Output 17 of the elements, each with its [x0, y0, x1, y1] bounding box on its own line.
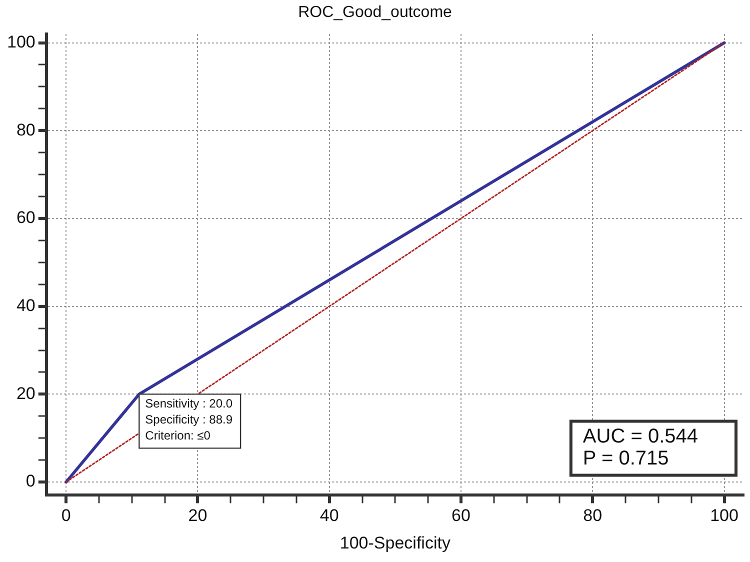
x-axis-title: 100-Specificity — [340, 533, 451, 552]
annotation: Sensitivity : 20.0 Specificity : 88.9 Criterion: ≤0 — [145, 396, 233, 442]
x-tick-label: 60 — [452, 506, 470, 526]
y-tick-label: 80 — [16, 120, 36, 140]
x-tick-label: 0 — [61, 506, 71, 526]
chart-title: ROC_Good_outcome — [297, 4, 453, 22]
annotation: P = 0.715 — [582, 448, 669, 470]
y-tick-label: 100 — [6, 32, 36, 52]
y-tick-label: 40 — [16, 296, 36, 316]
y-tick-label: 0 — [26, 472, 36, 491]
annotation: AUC = 0.544 — [582, 426, 698, 448]
x-tick-label: 40 — [320, 506, 339, 526]
y-tick-label: 20 — [16, 384, 36, 403]
x-tick-label: 80 — [583, 506, 602, 526]
x-tick-label: 20 — [188, 506, 208, 526]
x-tick-label: 100 — [710, 506, 738, 526]
y-tick-label: 60 — [16, 208, 36, 228]
